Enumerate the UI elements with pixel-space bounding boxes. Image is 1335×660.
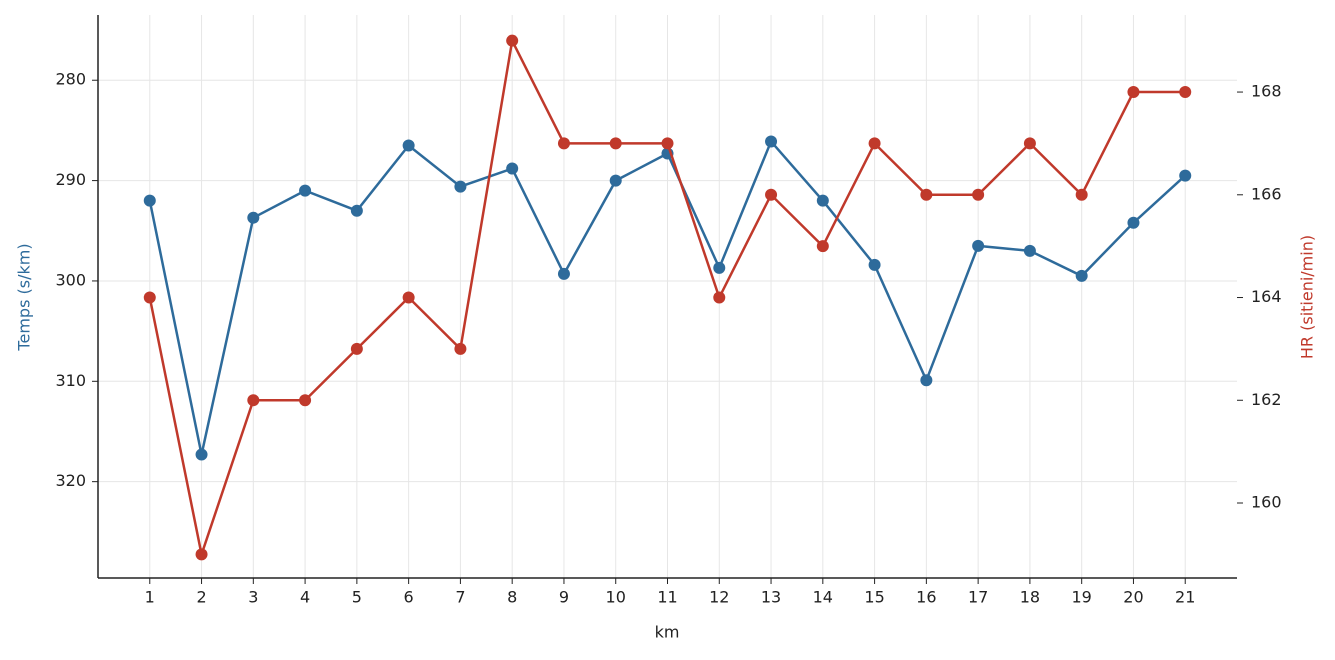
y-tick-label: 310	[55, 371, 86, 390]
x-tick-label: 12	[709, 588, 729, 607]
point	[143, 291, 156, 304]
point	[506, 162, 519, 175]
point	[1023, 137, 1036, 150]
point	[195, 448, 208, 461]
point	[402, 139, 415, 152]
point	[816, 194, 829, 207]
x-tick-label: 5	[352, 588, 362, 607]
x-tick-label: 14	[813, 588, 833, 607]
x-tick-label: 18	[1020, 588, 1040, 607]
x-tick-label: 7	[455, 588, 465, 607]
point	[816, 240, 829, 253]
x-tick-label: 19	[1072, 588, 1092, 607]
point	[1127, 216, 1140, 229]
point	[972, 188, 985, 201]
point	[247, 211, 260, 224]
x-tick-label: 11	[657, 588, 677, 607]
point	[765, 135, 778, 148]
point	[661, 137, 674, 150]
y2-tick-label: 168	[1251, 82, 1282, 101]
point	[299, 184, 312, 197]
point	[299, 394, 312, 407]
point	[247, 394, 260, 407]
y2-axis-label: HR (sitieni/min)	[1298, 235, 1317, 359]
y2-tick-label: 164	[1251, 287, 1282, 306]
point	[713, 291, 726, 304]
y-tick-label: 290	[55, 170, 86, 189]
point	[972, 239, 985, 252]
x-tick-label: 15	[864, 588, 884, 607]
point	[454, 180, 467, 193]
x-tick-label: 9	[559, 588, 569, 607]
x-tick-label: 6	[404, 588, 414, 607]
point	[195, 548, 208, 561]
point	[1179, 86, 1192, 99]
x-tick-label: 3	[248, 588, 258, 607]
point	[868, 258, 881, 271]
x-tick-label: 1	[145, 588, 155, 607]
point	[609, 174, 622, 187]
y-tick-label: 300	[55, 270, 86, 289]
point	[920, 188, 933, 201]
point	[868, 137, 881, 150]
point	[1179, 169, 1192, 182]
point	[506, 34, 519, 47]
point	[143, 194, 156, 207]
point	[1127, 86, 1140, 99]
point	[1075, 188, 1088, 201]
point	[609, 137, 622, 150]
point	[1023, 244, 1036, 257]
x-tick-label: 16	[916, 588, 936, 607]
point	[350, 204, 363, 217]
x-tick-label: 4	[300, 588, 310, 607]
point	[920, 374, 933, 387]
x-tick-label: 17	[968, 588, 988, 607]
y-tick-label: 280	[55, 70, 86, 89]
point	[557, 267, 570, 280]
x-tick-label: 10	[606, 588, 626, 607]
y2-tick-label: 162	[1251, 390, 1282, 409]
x-tick-label: 2	[196, 588, 206, 607]
point	[1075, 269, 1088, 282]
x-tick-label: 8	[507, 588, 517, 607]
point	[402, 291, 415, 304]
y2-tick-label: 160	[1251, 493, 1282, 512]
x-axis-label: km	[655, 623, 680, 642]
y-tick-label: 320	[55, 471, 86, 490]
point	[454, 342, 467, 355]
x-tick-label: 21	[1175, 588, 1195, 607]
point	[765, 188, 778, 201]
y2-tick-label: 166	[1251, 184, 1282, 203]
y-axis-label: Temps (s/km)	[15, 243, 34, 351]
x-tick-label: 13	[761, 588, 781, 607]
x-tick-label: 20	[1123, 588, 1143, 607]
point	[557, 137, 570, 150]
point	[713, 261, 726, 274]
point	[350, 342, 363, 355]
